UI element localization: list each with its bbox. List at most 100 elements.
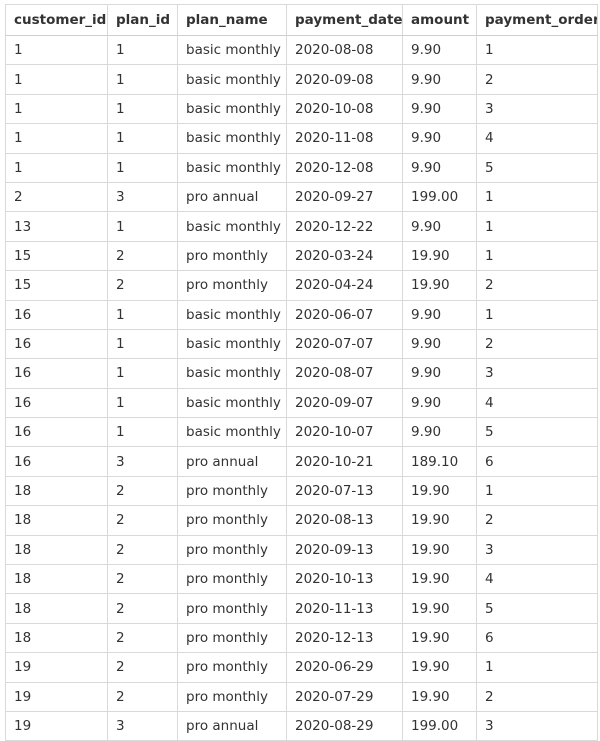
cell-payment-date: 2020-10-13 bbox=[286, 564, 403, 595]
cell-plan-name: pro monthly bbox=[177, 564, 287, 595]
column-header-payment-date: payment_date bbox=[286, 4, 403, 36]
cell-plan-name: basic monthly bbox=[177, 93, 287, 125]
cell-plan-id: 1 bbox=[107, 34, 178, 66]
cell-payment-order: 2 bbox=[476, 328, 598, 360]
cell-payment-date: 2020-12-13 bbox=[286, 622, 403, 654]
cell-payment-order: 4 bbox=[476, 564, 598, 595]
cell-payment-date: 2020-09-13 bbox=[286, 534, 403, 566]
cell-payment-order: 1 bbox=[476, 652, 598, 683]
cell-payment-date: 2020-11-08 bbox=[286, 123, 403, 154]
cell-plan-name: pro monthly bbox=[177, 652, 287, 683]
cell-customer-id: 16 bbox=[5, 417, 108, 448]
cell-payment-date: 2020-03-24 bbox=[286, 240, 403, 272]
table-row: 16 1 basic monthly 2020-09-07 9.90 4 bbox=[5, 387, 598, 419]
table-row: 1 1 basic monthly 2020-08-08 9.90 1 bbox=[5, 34, 598, 66]
cell-payment-order: 1 bbox=[476, 211, 598, 242]
cell-amount: 19.90 bbox=[402, 505, 477, 536]
cell-customer-id: 1 bbox=[5, 123, 108, 154]
cell-plan-name: basic monthly bbox=[177, 152, 287, 183]
cell-payment-order: 3 bbox=[476, 710, 598, 741]
cell-payment-order: 5 bbox=[476, 152, 598, 183]
cell-payment-date: 2020-08-29 bbox=[286, 710, 403, 741]
table-header: customer_id plan_id plan_name payment_da… bbox=[5, 4, 598, 36]
cell-plan-name: pro monthly bbox=[177, 593, 287, 624]
column-header-amount: amount bbox=[402, 4, 477, 36]
cell-payment-order: 2 bbox=[476, 681, 598, 712]
column-header-payment-order: payment_order bbox=[476, 4, 598, 36]
cell-payment-date: 2020-11-13 bbox=[286, 593, 403, 624]
table-body: 1 1 basic monthly 2020-08-08 9.90 1 1 1 basic mo… bbox=[5, 34, 598, 741]
cell-plan-id: 1 bbox=[107, 152, 178, 183]
cell-amount: 9.90 bbox=[402, 387, 477, 419]
table-row: 18 2 pro monthly 2020-12-13 19.90 6 bbox=[5, 622, 598, 654]
table-row: 16 1 basic monthly 2020-08-07 9.90 3 bbox=[5, 358, 598, 389]
cell-customer-id: 18 bbox=[5, 475, 108, 507]
cell-payment-date: 2020-12-22 bbox=[286, 211, 403, 242]
cell-plan-id: 1 bbox=[107, 417, 178, 448]
cell-payment-date: 2020-10-21 bbox=[286, 446, 403, 477]
cell-customer-id: 15 bbox=[5, 240, 108, 272]
table-row: 18 2 pro monthly 2020-08-13 19.90 2 bbox=[5, 505, 598, 536]
cell-amount: 19.90 bbox=[402, 534, 477, 566]
cell-customer-id: 16 bbox=[5, 358, 108, 389]
cell-plan-name: basic monthly bbox=[177, 34, 287, 66]
table-row: 1 1 basic monthly 2020-10-08 9.90 3 bbox=[5, 93, 598, 125]
cell-plan-id: 2 bbox=[107, 652, 178, 683]
cell-plan-id: 1 bbox=[107, 123, 178, 154]
cell-customer-id: 16 bbox=[5, 387, 108, 419]
cell-amount: 189.10 bbox=[402, 446, 477, 477]
cell-amount: 9.90 bbox=[402, 123, 477, 154]
cell-amount: 19.90 bbox=[402, 593, 477, 624]
cell-payment-date: 2020-10-07 bbox=[286, 417, 403, 448]
cell-amount: 9.90 bbox=[402, 152, 477, 183]
cell-payment-date: 2020-09-07 bbox=[286, 387, 403, 419]
cell-payment-order: 3 bbox=[476, 534, 598, 566]
table-row: 1 1 basic monthly 2020-11-08 9.90 4 bbox=[5, 123, 598, 154]
cell-plan-id: 2 bbox=[107, 681, 178, 712]
cell-payment-date: 2020-10-08 bbox=[286, 93, 403, 125]
cell-customer-id: 1 bbox=[5, 93, 108, 125]
cell-amount: 9.90 bbox=[402, 211, 477, 242]
cell-plan-id: 2 bbox=[107, 622, 178, 654]
cell-payment-date: 2020-08-08 bbox=[286, 34, 403, 66]
cell-amount: 9.90 bbox=[402, 328, 477, 360]
cell-customer-id: 19 bbox=[5, 710, 108, 741]
table-row: 18 2 pro monthly 2020-11-13 19.90 5 bbox=[5, 593, 598, 624]
cell-customer-id: 19 bbox=[5, 681, 108, 712]
cell-customer-id: 18 bbox=[5, 505, 108, 536]
cell-plan-id: 3 bbox=[107, 181, 178, 213]
cell-payment-order: 6 bbox=[476, 446, 598, 477]
cell-customer-id: 16 bbox=[5, 299, 108, 330]
table-row: 18 2 pro monthly 2020-07-13 19.90 1 bbox=[5, 475, 598, 507]
cell-customer-id: 1 bbox=[5, 34, 108, 66]
cell-amount: 9.90 bbox=[402, 64, 477, 95]
cell-payment-date: 2020-06-07 bbox=[286, 299, 403, 330]
cell-payment-date: 2020-09-08 bbox=[286, 64, 403, 95]
cell-payment-date: 2020-07-13 bbox=[286, 475, 403, 507]
table-row: 16 1 basic monthly 2020-07-07 9.90 2 bbox=[5, 328, 598, 360]
cell-amount: 9.90 bbox=[402, 34, 477, 66]
cell-plan-id: 3 bbox=[107, 446, 178, 477]
cell-payment-date: 2020-07-29 bbox=[286, 681, 403, 712]
table-row: 15 2 pro monthly 2020-03-24 19.90 1 bbox=[5, 240, 598, 272]
cell-amount: 19.90 bbox=[402, 681, 477, 712]
table-row: 18 2 pro monthly 2020-09-13 19.90 3 bbox=[5, 534, 598, 566]
cell-payment-order: 3 bbox=[476, 93, 598, 125]
cell-amount: 199.00 bbox=[402, 181, 477, 213]
cell-customer-id: 18 bbox=[5, 564, 108, 595]
cell-plan-name: basic monthly bbox=[177, 358, 287, 389]
cell-payment-order: 1 bbox=[476, 34, 598, 66]
table-row: 16 3 pro annual 2020-10-21 189.10 6 bbox=[5, 446, 598, 477]
cell-customer-id: 19 bbox=[5, 652, 108, 683]
cell-plan-name: basic monthly bbox=[177, 328, 287, 360]
cell-plan-name: basic monthly bbox=[177, 211, 287, 242]
cell-payment-order: 2 bbox=[476, 64, 598, 95]
cell-plan-name: pro annual bbox=[177, 446, 287, 477]
cell-plan-id: 1 bbox=[107, 64, 178, 95]
cell-payment-date: 2020-06-29 bbox=[286, 652, 403, 683]
cell-customer-id: 18 bbox=[5, 622, 108, 654]
cell-customer-id: 18 bbox=[5, 593, 108, 624]
cell-payment-order: 1 bbox=[476, 181, 598, 213]
cell-plan-id: 1 bbox=[107, 328, 178, 360]
column-header-plan-name: plan_name bbox=[177, 4, 287, 36]
